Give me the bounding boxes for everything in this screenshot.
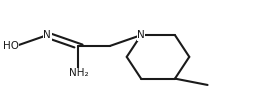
Text: N: N [43,30,51,40]
Text: HO: HO [3,41,19,51]
Text: N: N [137,30,145,40]
Text: NH₂: NH₂ [69,68,88,78]
